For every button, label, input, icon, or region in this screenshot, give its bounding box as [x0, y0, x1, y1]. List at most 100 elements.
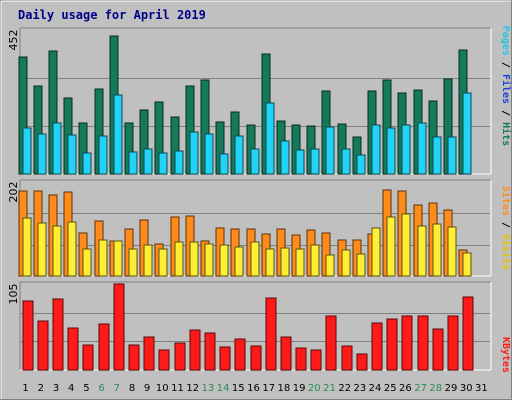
legend-item-hits: Hits	[500, 122, 512, 146]
x-tick-label-16: 16	[247, 383, 260, 394]
panel-hits: 452	[7, 27, 492, 175]
bar-kbytes-day-6	[98, 323, 110, 371]
bar-files-day-28	[432, 136, 442, 175]
x-tick-label-13: 13	[202, 383, 215, 394]
bar-files-day-13	[204, 133, 214, 175]
x-tick-label-27: 27	[414, 383, 427, 394]
bar-kbytes-day-7	[113, 283, 125, 371]
bar-kbytes-day-8	[128, 344, 140, 371]
bar-files-day-10	[158, 152, 168, 175]
bar-sites-day-19	[295, 248, 305, 277]
panel-kbytes: 105	[7, 281, 492, 371]
legend-hits: Pages / Files / Hits	[500, 26, 512, 146]
bar-files-day-11	[174, 150, 184, 175]
bar-kbytes-day-27	[417, 315, 429, 371]
bar-kbytes-day-12	[189, 329, 201, 371]
bar-kbytes-day-16	[250, 345, 262, 371]
bar-sites-day-29	[447, 226, 457, 277]
bar-sites-day-17	[265, 248, 275, 277]
x-tick-label-29: 29	[445, 383, 458, 394]
x-tick-label-23: 23	[354, 383, 367, 394]
bar-sites-day-16	[250, 241, 260, 277]
bar-sites-day-30	[462, 252, 472, 277]
x-tick-label-12: 12	[186, 383, 199, 394]
bar-files-day-1	[22, 127, 32, 175]
max-label-kbytes: 105	[7, 284, 20, 305]
x-tick-label-3: 3	[53, 383, 59, 394]
x-tick-label-25: 25	[384, 383, 397, 394]
bar-files-day-30	[462, 92, 472, 175]
bar-files-day-9	[143, 148, 153, 175]
bar-sites-day-15	[234, 246, 244, 277]
bar-kbytes-day-15	[234, 338, 246, 371]
x-tick-label-17: 17	[262, 383, 275, 394]
x-tick-label-22: 22	[338, 383, 351, 394]
bar-kbytes-day-29	[447, 315, 459, 371]
legend-separator: /	[500, 104, 511, 122]
bar-kbytes-day-1	[22, 300, 34, 371]
bar-kbytes-day-9	[143, 336, 155, 371]
x-tick-label-19: 19	[293, 383, 306, 394]
x-tick-label-9: 9	[144, 383, 150, 394]
bar-kbytes-day-21	[325, 315, 337, 371]
bar-sites-day-12	[189, 241, 199, 277]
bar-kbytes-day-18	[280, 336, 292, 371]
bar-files-day-6	[98, 135, 108, 175]
bar-kbytes-day-20	[310, 349, 322, 371]
bar-files-day-7	[113, 94, 123, 175]
bar-kbytes-day-3	[52, 298, 64, 371]
bar-kbytes-day-10	[158, 349, 170, 371]
legend-kbytes: KBytes	[500, 337, 511, 373]
legend-item-files: Files	[500, 74, 512, 104]
bar-sites-day-6	[98, 239, 108, 277]
bar-sites-day-2	[37, 222, 47, 277]
bar-sites-day-4	[67, 221, 77, 277]
bar-files-day-4	[67, 134, 77, 175]
legend-visits: Sites / Visits	[500, 186, 512, 270]
bar-kbytes-day-2	[37, 320, 49, 371]
x-tick-label-4: 4	[68, 383, 74, 394]
legends: Pages / Files / Hits Sites / Visits KBytes	[500, 26, 512, 373]
bar-sites-day-5	[82, 248, 92, 277]
bar-files-day-19	[295, 149, 305, 175]
bar-files-day-12	[189, 131, 199, 175]
bar-sites-day-18	[280, 247, 290, 277]
x-tick-label-31: 31	[475, 383, 488, 394]
x-axis-labels: 1 2 3 4 5 6 7 8 9 10 11 12 13 14 15 16 17 18 19 20 21 22 23 24 2…	[22, 383, 487, 394]
x-tick-label-11: 11	[171, 383, 184, 394]
bar-sites-day-11	[174, 241, 184, 277]
x-tick-label-15: 15	[232, 383, 245, 394]
bar-kbytes-day-4	[67, 327, 79, 371]
x-tick-label-28: 28	[429, 383, 442, 394]
bar-files-day-17	[265, 102, 275, 175]
bar-kbytes-day-30	[462, 296, 474, 371]
panel-visits: 202	[7, 179, 492, 277]
bar-sites-day-26	[401, 213, 411, 277]
bar-files-day-29	[447, 136, 457, 175]
bar-sites-day-3	[52, 225, 62, 277]
x-tick-label-8: 8	[129, 383, 135, 394]
bar-files-day-2	[37, 133, 47, 175]
bar-kbytes-day-5	[82, 344, 94, 371]
legend-item-kbytes: KBytes	[500, 337, 511, 373]
bar-sites-day-8	[128, 248, 138, 277]
bar-kbytes-day-11	[174, 342, 186, 371]
x-tick-label-6: 6	[98, 383, 104, 394]
bar-files-day-8	[128, 151, 138, 175]
bar-kbytes-day-14	[219, 346, 231, 371]
bar-files-day-27	[417, 122, 427, 175]
bar-kbytes-day-25	[386, 318, 398, 371]
x-tick-label-30: 30	[460, 383, 473, 394]
bar-sites-day-9	[143, 244, 153, 277]
x-tick-label-26: 26	[399, 383, 412, 394]
legend-item-visits: Visits	[500, 234, 512, 270]
bar-files-day-21	[325, 126, 335, 175]
bar-files-day-23	[356, 154, 366, 175]
bar-kbytes-day-23	[356, 353, 368, 371]
x-tick-label-7: 7	[114, 383, 120, 394]
legend-separator: /	[500, 216, 511, 234]
bar-files-day-26	[401, 124, 411, 175]
bar-files-day-14	[219, 153, 229, 175]
bar-kbytes-day-13	[204, 332, 216, 371]
